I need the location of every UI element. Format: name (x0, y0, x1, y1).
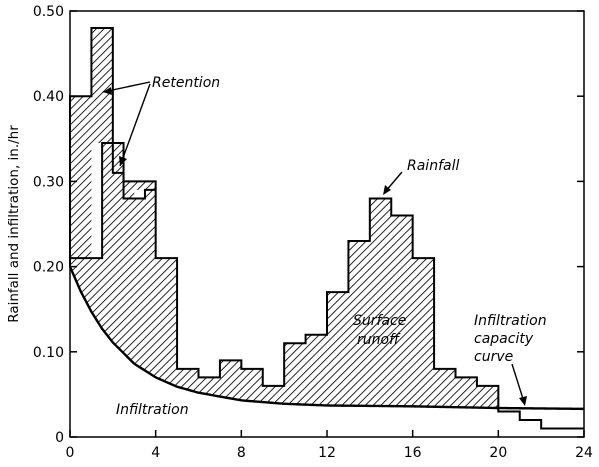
capacity-curve-pointer (511, 363, 527, 406)
retention-pointers (102, 81, 151, 167)
plot-area (68, 27, 585, 430)
capacity-curve-label-line3: curve (474, 349, 513, 365)
y-tick-label: 0.20 (33, 260, 64, 276)
y-axis-label: Rainfall and infiltration, in./hr (6, 125, 22, 323)
rainfall-hyetograph-line (69, 27, 584, 430)
x-tick-label: 20 (489, 445, 507, 461)
surface-runoff-label-line2: runoff (357, 332, 401, 348)
x-tick-label: 0 (66, 445, 75, 461)
x-tick-label: 12 (318, 445, 336, 461)
capacity-curve-label-line2: capacity (474, 331, 534, 347)
y-tick-label: 0 (55, 430, 64, 446)
x-tick-label: 8 (237, 445, 246, 461)
retention-boundary-line (70, 142, 156, 260)
retention-label: Retention (152, 75, 220, 91)
surface-runoff-label-line1: Surface (353, 313, 406, 329)
capacity-curve-label-line1: Infiltration (474, 313, 547, 329)
rainfall-pointer (383, 171, 403, 195)
annotations: Retention Rainfall Surface runoff Infilt… (102, 75, 547, 418)
axis-ticks: 0 4 8 12 16 20 24 0 0.10 0.20 0.30 0.40 0.50 (33, 4, 593, 461)
x-tick-label: 4 (151, 445, 160, 461)
y-tick-label: 0.50 (33, 4, 64, 20)
rainfall-label: Rainfall (407, 158, 459, 174)
y-tick-label: 0.10 (33, 345, 64, 361)
x-tick-label: 16 (404, 445, 422, 461)
x-tick-label: 24 (575, 445, 593, 461)
y-tick-label: 0.40 (33, 89, 64, 105)
y-tick-label: 0.30 (33, 174, 64, 190)
infiltration-capacity-curve (68, 266, 585, 411)
infiltration-label: Infiltration (116, 402, 189, 418)
